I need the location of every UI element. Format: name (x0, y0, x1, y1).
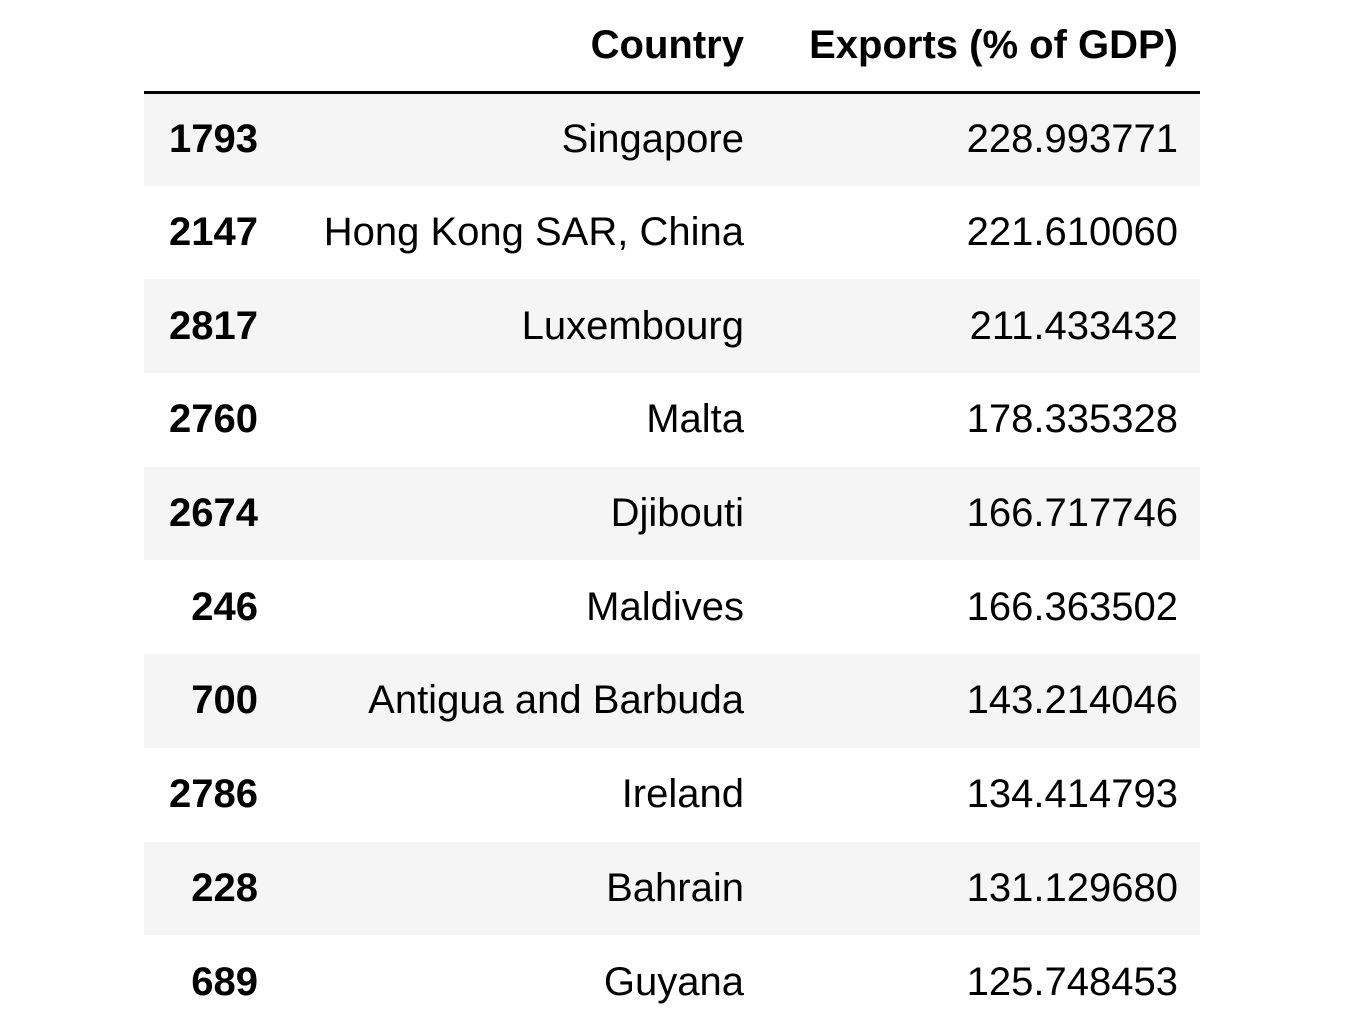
header-row: Country Exports (% of GDP) (144, 0, 1200, 94)
table-header: Country Exports (% of GDP) (144, 0, 1200, 94)
country-cell: Guyana (603, 959, 744, 1004)
country-cell: Malta (646, 397, 744, 442)
country-cell: Bahrain (606, 865, 744, 910)
exports-cell: 166.717746 (966, 491, 1178, 536)
country-cell: Luxembourg (521, 303, 744, 348)
exports-column-header: Exports (% of GDP) (766, 0, 1200, 94)
row-index: 689 (191, 959, 258, 1004)
table-row: 2674 Djibouti 166.717746 (144, 466, 1200, 561)
table-row: 1793 Singapore 228.993771 (144, 92, 1200, 186)
exports-cell: 221.610060 (966, 210, 1178, 255)
exports-cell: 178.335328 (966, 397, 1178, 442)
table-row: 689 Guyana 125.748453 (144, 935, 1200, 1029)
exports-cell: 134.414793 (966, 772, 1178, 817)
dataframe-container: Country Exports (% of GDP) 1793 Singapor… (144, 0, 1200, 1029)
country-column-header: Country (280, 0, 766, 94)
country-cell: Antigua and Barbuda (368, 678, 744, 723)
row-index: 2674 (169, 491, 258, 536)
table-row: 228 Bahrain 131.129680 (144, 841, 1200, 936)
row-index: 1793 (169, 117, 258, 162)
row-index: 2817 (169, 303, 258, 348)
country-cell: Singapore (561, 117, 744, 162)
exports-cell: 143.214046 (966, 678, 1178, 723)
exports-cell: 131.129680 (966, 865, 1178, 910)
table-row: 246 Maldives 166.363502 (144, 560, 1200, 655)
row-index: 700 (191, 678, 258, 723)
index-column-header (144, 0, 280, 94)
table-row: 2147 Hong Kong SAR, China 221.610060 (144, 185, 1200, 280)
table-row: 700 Antigua and Barbuda 143.214046 (144, 654, 1200, 748)
exports-cell: 211.433432 (969, 303, 1178, 348)
country-cell: Ireland (621, 772, 744, 817)
dataframe-table: Country Exports (% of GDP) 1793 Singapor… (144, 0, 1200, 1029)
row-index: 228 (191, 865, 258, 910)
row-index: 246 (191, 584, 258, 629)
country-cell: Djibouti (610, 491, 744, 536)
exports-cell: 228.993771 (966, 117, 1178, 162)
country-cell: Maldives (586, 584, 744, 629)
row-index: 2147 (169, 210, 258, 255)
country-cell: Hong Kong SAR, China (323, 210, 744, 255)
table-body: 1793 Singapore 228.993771 2147 Hong Kong… (144, 92, 1200, 1029)
row-index: 2760 (169, 397, 258, 442)
exports-cell: 166.363502 (966, 584, 1178, 629)
table-row: 2817 Luxembourg 211.433432 (144, 279, 1200, 374)
table-row: 2760 Malta 178.335328 (144, 373, 1200, 467)
row-index: 2786 (169, 772, 258, 817)
exports-cell: 125.748453 (966, 959, 1178, 1004)
table-row: 2786 Ireland 134.414793 (144, 747, 1200, 842)
